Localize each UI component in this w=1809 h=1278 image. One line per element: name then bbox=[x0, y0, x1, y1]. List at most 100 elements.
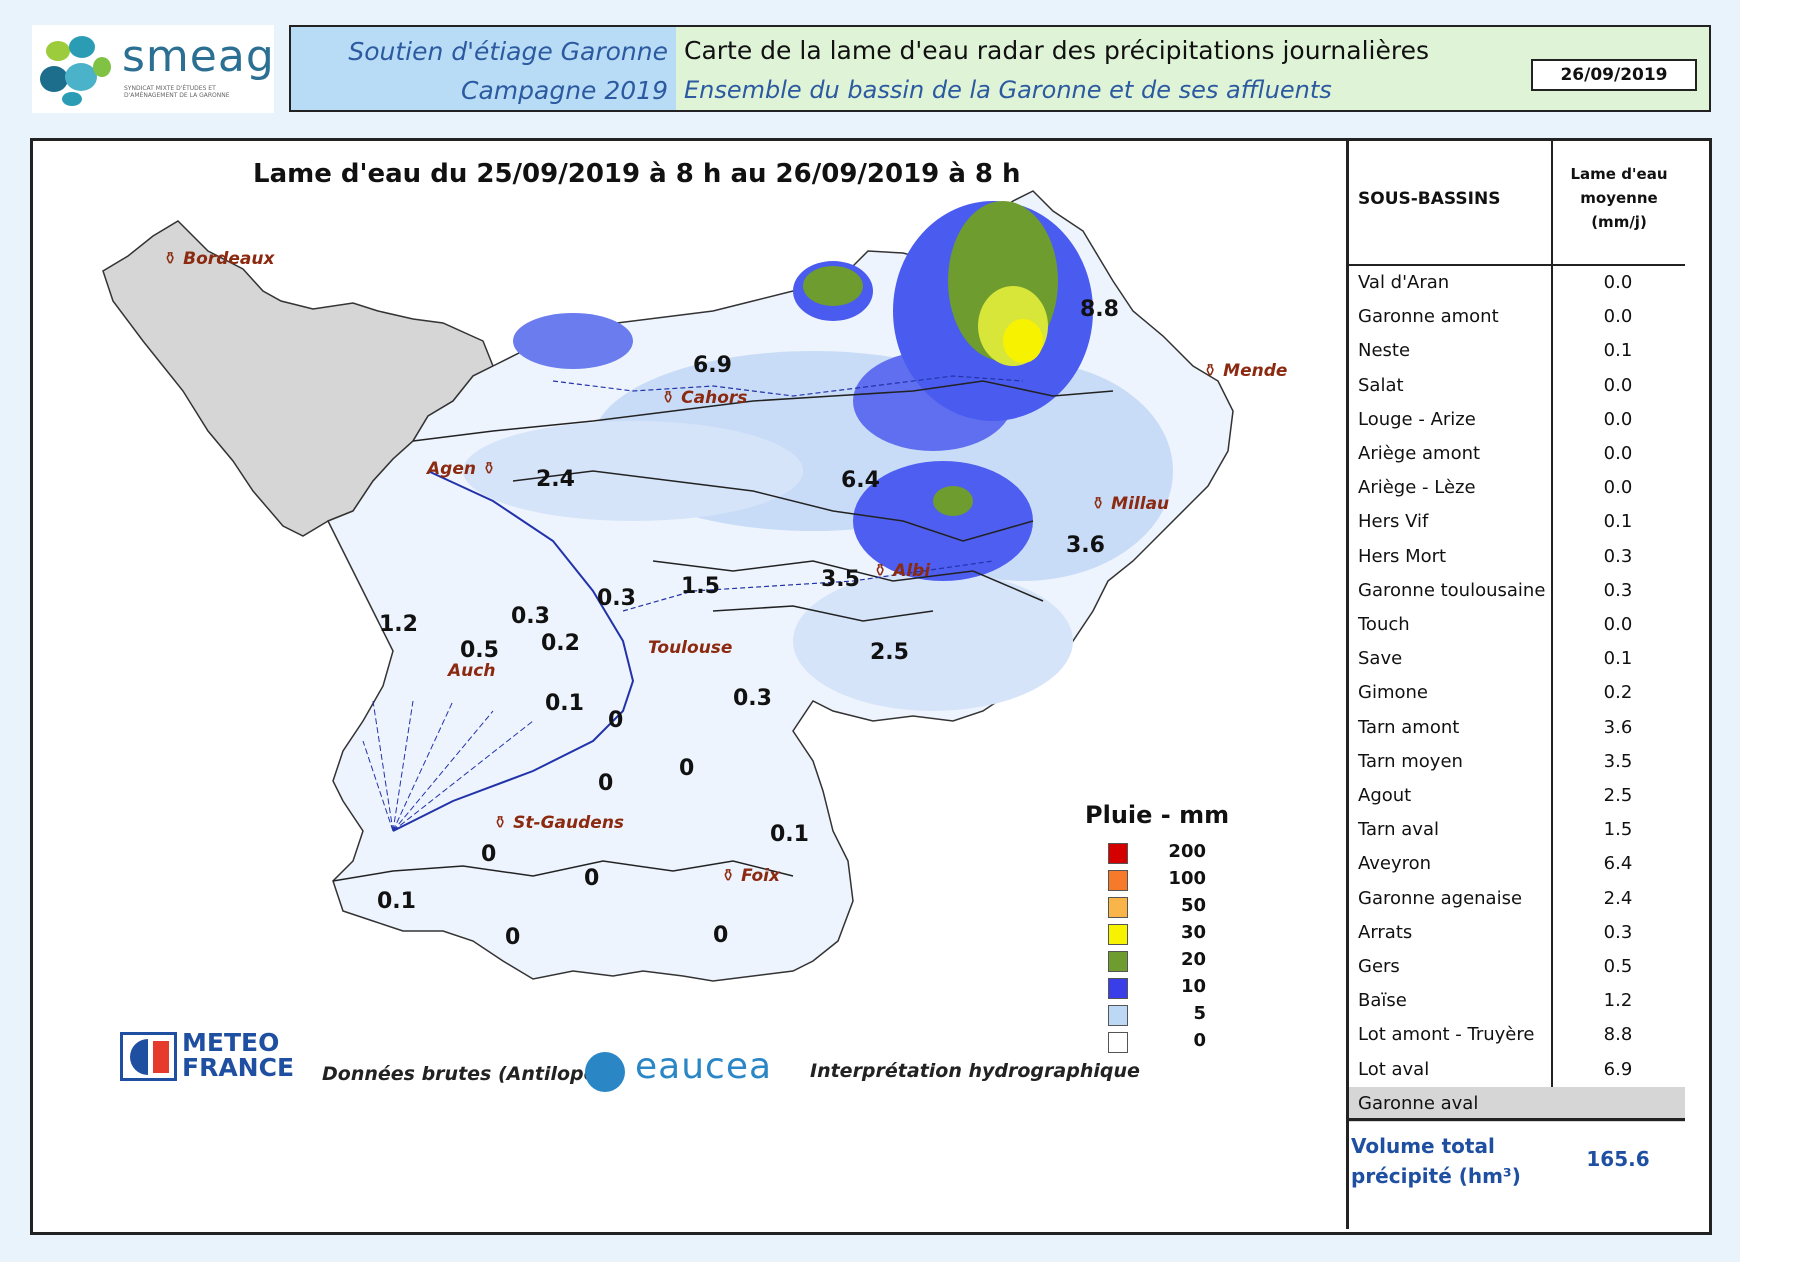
value-touch: 0.1 bbox=[545, 691, 584, 716]
table-row: Save 0.1 bbox=[1349, 642, 1685, 677]
meteo-france-wordmark: METEO FRANCE bbox=[182, 1028, 295, 1082]
city-auch: Auch bbox=[448, 661, 496, 681]
tarn-boundary bbox=[652, 560, 1044, 602]
row-basin-name: Hers Mort bbox=[1358, 545, 1447, 567]
table-row: Garonne toulousaine 0.3 bbox=[1349, 574, 1685, 609]
header-title: Carte de la lame d'eau radar des précipi… bbox=[684, 36, 1429, 65]
row-rainfall-value: 0.1 bbox=[1603, 511, 1633, 533]
sub-basin-table: SOUS-BASSINS Lame d'eau moyenne (mm/j) V… bbox=[1346, 141, 1685, 1229]
legend-swatch bbox=[1108, 870, 1128, 891]
row-basin-name: Tarn moyen bbox=[1358, 750, 1463, 772]
row-rainfall-value: 1.2 bbox=[1603, 990, 1633, 1012]
table-row: Hers Mort 0.3 bbox=[1349, 540, 1685, 575]
gascony-fan bbox=[362, 700, 534, 832]
table-row: Tarn moyen 3.5 bbox=[1349, 745, 1685, 780]
row-rainfall-value: 0.0 bbox=[1603, 443, 1633, 464]
row-basin-name: Arrats bbox=[1358, 921, 1413, 943]
value-ariege-amont: 0 bbox=[713, 923, 729, 948]
table-row: Gers 0.5 bbox=[1349, 950, 1685, 985]
row-rainfall-value: 2.4 bbox=[1603, 887, 1633, 909]
table-row: Val d'Aran 0.0 bbox=[1349, 266, 1685, 301]
eaucea-wordmark: eaucea bbox=[635, 1046, 773, 1087]
credit-raw-data: Données brutes (Antilope) bbox=[322, 1063, 606, 1085]
legend-swatch bbox=[1108, 897, 1128, 918]
table-row: Salat 0.0 bbox=[1349, 369, 1685, 404]
total-volume: Volume total précipité (hm³) 165.6 bbox=[1349, 1118, 1685, 1232]
table-row: Ariège - Lèze 0.0 bbox=[1349, 471, 1685, 506]
city-millau: ⚱ Millau bbox=[1091, 494, 1170, 514]
table-header-basins: SOUS-BASSINS bbox=[1349, 141, 1553, 266]
value-val-aran: 0 bbox=[505, 925, 521, 950]
tarn-river bbox=[622, 560, 994, 612]
value-lot-amont: 8.8 bbox=[1080, 297, 1119, 322]
map-frame: Lame d'eau du 25/09/2019 à 8 h au 26/09/… bbox=[30, 138, 1712, 1235]
row-basin-name: Hers Vif bbox=[1358, 511, 1429, 533]
row-rainfall-value: 3.5 bbox=[1603, 750, 1633, 772]
row-rainfall-value: 0.0 bbox=[1603, 408, 1633, 430]
row-rainfall-value: 3.6 bbox=[1603, 716, 1633, 738]
table-row: Louge - Arize 0.0 bbox=[1349, 403, 1685, 438]
city-agen: Agen ⚱ bbox=[427, 459, 497, 479]
table-row: Touch 0.0 bbox=[1349, 608, 1685, 643]
table-row: Gimone 0.2 bbox=[1349, 676, 1685, 711]
row-basin-name: Garonne agenaise bbox=[1358, 887, 1523, 909]
row-rainfall-value: 2.5 bbox=[1603, 785, 1633, 806]
city-toulouse: Toulouse bbox=[648, 638, 733, 658]
row-rainfall-value: 0.0 bbox=[1603, 272, 1633, 293]
smeag-pebbles-icon bbox=[40, 36, 111, 106]
value-louge-arize: 0 bbox=[598, 771, 614, 796]
row-basin-name: Lot amont - Truyère bbox=[1358, 1024, 1535, 1046]
table-row: Garonne aval bbox=[1349, 1086, 1685, 1122]
value-gers: 0.5 bbox=[460, 638, 499, 663]
city-albi: ⚱ Albi bbox=[873, 561, 931, 581]
row-basin-name: Louge - Arize bbox=[1358, 408, 1476, 430]
row-basin-name: Touch bbox=[1358, 614, 1410, 635]
row-rainfall-value: 0.0 bbox=[1603, 477, 1633, 499]
table-row: Hers Vif 0.1 bbox=[1349, 505, 1685, 540]
table-row: Tarn amont 3.6 bbox=[1349, 711, 1685, 746]
value-hers-vif: 0.1 bbox=[770, 822, 809, 847]
row-rainfall-value: 0.0 bbox=[1603, 374, 1633, 396]
total-volume-value: 165.6 bbox=[1586, 1147, 1650, 1171]
row-rainfall-value: 6.9 bbox=[1603, 1058, 1633, 1080]
table-header-rainfall: Lame d'eau moyenne (mm/j) bbox=[1553, 141, 1685, 266]
table-row: Ariège amont 0.0 bbox=[1349, 437, 1685, 472]
lot-boundary bbox=[412, 380, 1114, 442]
row-basin-name: Val d'Aran bbox=[1358, 272, 1450, 293]
table-row: Lot aval 6.9 bbox=[1349, 1053, 1685, 1088]
value-arrats: 0.3 bbox=[511, 604, 550, 629]
row-rainfall-value: 8.8 bbox=[1603, 1024, 1633, 1046]
smeag-logo: smeag Syndicat mixte d'études et d'aména… bbox=[32, 25, 274, 113]
header-program: Soutien d'étiage Garonne bbox=[348, 37, 668, 66]
value-gimone: 0.2 bbox=[541, 631, 580, 656]
city-cahors: ⚱ Cahors bbox=[661, 388, 748, 408]
lot-river bbox=[552, 375, 1024, 397]
value-garonne-toulousaine: 0 bbox=[608, 708, 624, 733]
table-row: Baïse 1.2 bbox=[1349, 984, 1685, 1019]
header-campaign: Campagne 2019 bbox=[461, 76, 668, 105]
row-basin-name: Garonne toulousaine bbox=[1358, 579, 1546, 601]
row-rainfall-value: 0.3 bbox=[1603, 545, 1633, 567]
meteo-france-logo-icon bbox=[120, 1032, 177, 1081]
row-basin-name: Salat bbox=[1358, 374, 1404, 396]
value-baise: 1.2 bbox=[379, 612, 418, 637]
legend-swatch bbox=[1108, 978, 1128, 999]
row-basin-name: Garonne aval bbox=[1358, 1092, 1479, 1114]
city-st-gaudens: ⚱ St-Gaudens bbox=[493, 813, 625, 833]
city-mende: ⚱ Mende bbox=[1203, 361, 1288, 381]
row-basin-name: Neste bbox=[1358, 340, 1411, 362]
report-header: Soutien d'étiage Garonne Campagne 2019 C… bbox=[289, 25, 1711, 112]
logo-wordmark: smeag bbox=[122, 31, 275, 82]
value-garonne-agenaise: 2.4 bbox=[536, 467, 575, 492]
row-rainfall-value: 0.3 bbox=[1603, 921, 1633, 943]
value-aveyron: 6.4 bbox=[841, 468, 880, 493]
legend-swatch bbox=[1108, 1032, 1128, 1053]
row-rainfall-value: 0.3 bbox=[1603, 579, 1633, 601]
value-tarn-aval: 1.5 bbox=[681, 574, 720, 599]
value-neste: 0.1 bbox=[377, 889, 416, 914]
basin-map bbox=[102, 190, 1234, 982]
row-basin-name: Agout bbox=[1358, 785, 1412, 806]
table-row: Agout 2.5 bbox=[1349, 779, 1685, 814]
legend-swatch bbox=[1108, 1005, 1128, 1026]
table-row: Garonne agenaise 2.4 bbox=[1349, 882, 1685, 917]
